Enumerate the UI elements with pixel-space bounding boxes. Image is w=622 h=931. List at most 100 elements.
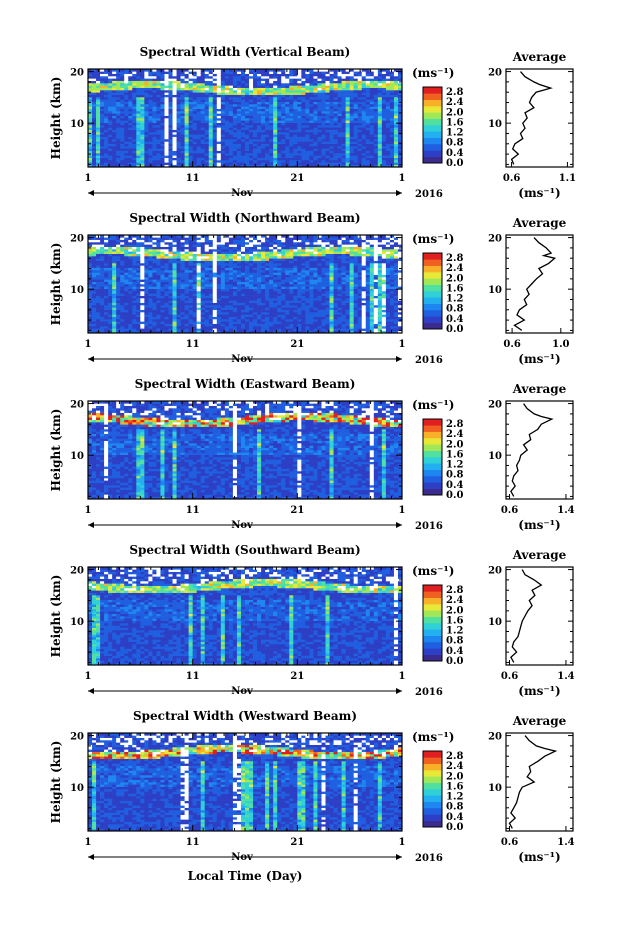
heatmap-cell bbox=[96, 251, 101, 254]
heatmap-cell bbox=[385, 141, 391, 144]
heatmap-cell bbox=[216, 115, 222, 119]
heatmap-cell bbox=[172, 127, 177, 130]
heatmap-cell bbox=[136, 284, 141, 287]
heatmap-cell bbox=[92, 120, 97, 123]
heatmap-cell bbox=[112, 253, 117, 257]
heatmap-cell bbox=[321, 90, 326, 93]
heatmap-cell bbox=[220, 263, 226, 266]
heatmap-cell bbox=[148, 141, 153, 144]
heatmap-cell bbox=[136, 239, 141, 243]
heatmap-cell bbox=[257, 127, 262, 130]
heatmap-cell bbox=[397, 78, 403, 81]
heatmap-cell bbox=[361, 129, 367, 133]
heatmap-cell bbox=[144, 284, 149, 287]
heatmap-cell bbox=[168, 129, 173, 133]
heatmap-cell bbox=[232, 288, 238, 292]
heatmap-cell bbox=[112, 281, 117, 285]
heatmap-cell bbox=[160, 272, 165, 275]
heatmap-cell bbox=[228, 291, 234, 294]
heatmap-cell bbox=[164, 120, 169, 123]
heatmap-cell bbox=[160, 326, 165, 329]
heatmap-cell bbox=[224, 148, 230, 151]
heatmap-cell bbox=[92, 157, 97, 161]
colorbar-tick-label: 2.8 bbox=[446, 87, 463, 98]
heatmap-cell bbox=[132, 251, 137, 254]
heatmap-cell bbox=[216, 132, 222, 135]
heatmap-cell bbox=[285, 139, 290, 142]
heatmap-cell bbox=[253, 101, 258, 105]
heatmap-cell bbox=[289, 141, 294, 144]
heatmap-cell bbox=[88, 237, 93, 240]
heatmap-cell bbox=[112, 302, 117, 306]
heatmap-cell bbox=[196, 286, 202, 289]
heatmap-cell bbox=[216, 120, 222, 123]
heatmap-cell bbox=[104, 136, 109, 140]
heatmap-cell bbox=[381, 69, 387, 72]
heatmap-cell bbox=[257, 111, 262, 114]
heatmap-cell bbox=[192, 323, 197, 327]
heatmap-cell bbox=[192, 284, 197, 287]
heatmap-cell bbox=[224, 291, 230, 294]
heatmap-cell bbox=[297, 134, 302, 137]
heatmap-cell bbox=[297, 125, 302, 128]
heatmap-cell bbox=[160, 78, 165, 81]
heatmap-cell bbox=[236, 162, 242, 165]
heatmap-cell bbox=[196, 319, 202, 322]
heatmap-cell bbox=[212, 78, 218, 81]
heatmap-cell bbox=[220, 104, 226, 107]
heatmap-cell bbox=[381, 122, 387, 126]
heatmap-cell bbox=[216, 249, 222, 252]
heatmap-cell bbox=[273, 76, 278, 79]
heatmap-cell bbox=[245, 83, 250, 86]
heatmap-cell bbox=[88, 309, 93, 313]
heatmap-cell bbox=[265, 120, 270, 123]
heatmap-cell bbox=[180, 244, 185, 247]
heatmap-cell bbox=[164, 323, 169, 327]
heatmap-cell bbox=[273, 94, 278, 98]
heatmap-cell bbox=[397, 97, 403, 100]
heatmap-cell bbox=[309, 111, 314, 114]
heatmap-cell bbox=[140, 253, 145, 257]
heatmap-cell bbox=[128, 113, 133, 116]
heatmap-cell bbox=[144, 136, 149, 140]
heatmap-cell bbox=[132, 256, 137, 259]
heatmap-cell bbox=[253, 85, 258, 88]
heatmap-cell bbox=[313, 134, 318, 137]
heatmap-cell bbox=[120, 242, 125, 245]
heatmap-cell bbox=[228, 253, 234, 257]
heatmap-cell bbox=[325, 143, 330, 147]
heatmap-cell bbox=[204, 321, 210, 324]
heatmap-cell bbox=[385, 155, 391, 158]
heatmap-cell bbox=[168, 76, 173, 79]
heatmap-cell bbox=[100, 155, 105, 158]
heatmap-cell bbox=[96, 277, 101, 280]
heatmap-cell bbox=[88, 295, 93, 299]
heatmap-cell bbox=[144, 99, 149, 102]
heatmap-cell bbox=[220, 265, 226, 268]
heatmap-cell bbox=[104, 111, 109, 114]
heatmap-cell bbox=[204, 244, 210, 247]
heatmap-cell bbox=[92, 153, 97, 156]
heatmap-cell bbox=[325, 120, 330, 123]
heatmap-cell bbox=[88, 136, 93, 140]
heatmap-cell bbox=[108, 267, 113, 271]
heatmap-cell bbox=[200, 272, 206, 275]
heatmap-cell bbox=[224, 288, 230, 292]
heatmap-cell bbox=[132, 328, 137, 331]
heatmap-cell bbox=[245, 97, 250, 100]
heatmap-cell bbox=[172, 253, 177, 257]
heatmap-cell bbox=[100, 272, 105, 275]
heatmap-cell bbox=[108, 326, 113, 329]
heatmap-cell bbox=[188, 71, 193, 74]
heatmap-cell bbox=[212, 73, 218, 77]
heatmap-cell bbox=[184, 160, 189, 163]
heatmap-cell bbox=[220, 94, 226, 98]
heatmap-cell bbox=[317, 104, 322, 107]
heatmap-cell bbox=[345, 71, 350, 74]
heatmap-cell bbox=[116, 108, 121, 112]
heatmap-cell bbox=[124, 146, 129, 149]
heatmap-cell bbox=[357, 97, 363, 100]
heatmap-cell bbox=[220, 309, 226, 313]
heatmap-cell bbox=[160, 85, 165, 88]
heatmap-cell bbox=[160, 249, 165, 252]
